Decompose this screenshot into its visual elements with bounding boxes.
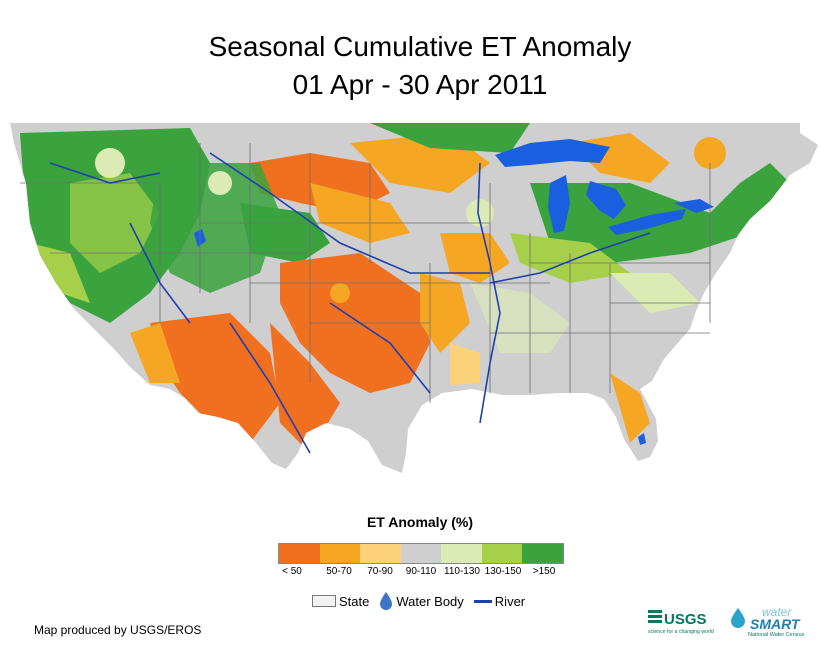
legend-label: 90-110 [405, 566, 437, 577]
great-lakes [194, 139, 714, 445]
lake-erie [608, 209, 686, 235]
ws-tagline: National Water Census [748, 632, 805, 638]
legend-swatch-50-70 [319, 544, 361, 563]
rivers [49, 152, 651, 454]
et-anomaly-map [10, 123, 818, 473]
water-drop-icon [380, 592, 393, 610]
legend-label: 110-130 [444, 566, 480, 577]
legend-swatch-70-90 [360, 544, 401, 563]
legend-swatch-lt50 [279, 544, 320, 563]
legend-color-bar [278, 543, 564, 564]
legend-label: 130-150 [484, 566, 522, 577]
legend-label: >150 [532, 566, 556, 577]
water-body-label: Water Body [396, 593, 464, 609]
lake-superior [495, 139, 610, 167]
state-legend-item: State [312, 594, 369, 609]
state-swatch-icon [312, 595, 336, 607]
legend-swatch-130-150 [481, 544, 523, 563]
map-credit: Map produced by USGS/EROS [34, 623, 202, 637]
legend-swatch-110-130 [441, 544, 482, 563]
state-boundaries [20, 143, 711, 403]
river-line-icon [473, 599, 492, 603]
legend-title: ET Anomaly (%) [366, 514, 474, 530]
title-line-1: Seasonal Cumulative ET Anomaly [208, 31, 632, 62]
river-legend-item: River [473, 593, 526, 609]
lake-huron [586, 181, 626, 219]
legend-label: 50-70 [326, 566, 352, 577]
lake-ontario [674, 199, 714, 213]
usgs-logo: USGS science for a changing world [648, 610, 714, 635]
mississippi-river [477, 162, 501, 424]
missouri-river [209, 152, 490, 274]
water-wordmark: water [762, 605, 792, 619]
legend-swatch-90-110 [400, 544, 442, 563]
water-drop-icon [731, 608, 745, 628]
legend-label: < 50 [282, 566, 302, 577]
southwest-low-et [150, 313, 280, 443]
rio-grande [229, 322, 311, 454]
columbia-river [49, 162, 161, 184]
river-label: River [494, 593, 526, 609]
smart-wordmark: SMART [750, 616, 801, 632]
state-label: State [339, 593, 370, 609]
lake-michigan [548, 175, 570, 233]
title-line-2: 01 Apr - 30 Apr 2011 [292, 69, 548, 100]
map-title: Seasonal Cumulative ET Anomaly 01 Apr - … [0, 28, 840, 104]
ohio-river [489, 232, 651, 284]
legend-label: 70-90 [367, 566, 393, 577]
symbol-legend: State Water Body River [312, 592, 535, 610]
lake-okeechobee [638, 433, 646, 445]
colorado-river [129, 222, 191, 324]
usgs-wordmark: USGS [664, 611, 707, 628]
watersmart-logo: water SMART National Water Census [731, 605, 805, 638]
red-river [329, 302, 431, 394]
legend-swatch-gt150 [522, 544, 564, 563]
usgs-tagline: science for a changing world [648, 629, 714, 635]
legend-labels: < 50 50-70 70-90 90-110 110-130 130-150 … [278, 566, 564, 580]
water-body-legend-item: Water Body [379, 592, 464, 610]
